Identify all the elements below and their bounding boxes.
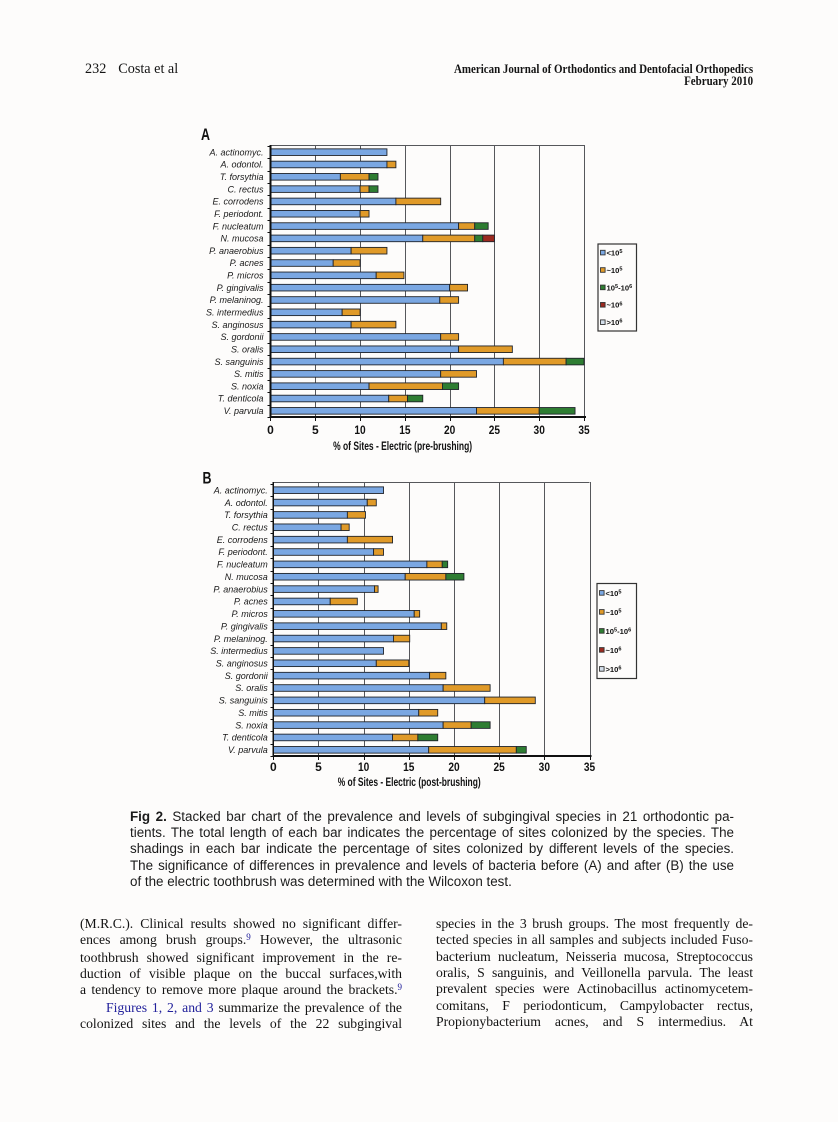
svg-text:S. gordonii: S. gordonii [225, 671, 269, 681]
svg-text:25: 25 [494, 760, 506, 774]
svg-text:0: 0 [267, 423, 274, 437]
svg-text:F. nucleatum: F. nucleatum [217, 560, 268, 570]
svg-text:S. oralis: S. oralis [231, 344, 264, 354]
svg-text:S. noxia: S. noxia [235, 720, 268, 730]
svg-text:C. rectus: C. rectus [232, 522, 269, 532]
svg-text:V. parvula: V. parvula [228, 745, 268, 755]
svg-text:S. noxia: S. noxia [231, 381, 264, 391]
svg-text:35: 35 [584, 760, 596, 774]
svg-text:~106: ~106 [606, 646, 622, 655]
svg-text:P. anaerobius: P. anaerobius [213, 584, 268, 594]
svg-text:25: 25 [489, 423, 501, 437]
svg-text:20: 20 [444, 423, 456, 437]
svg-text:P. melaninog.: P. melaninog. [214, 634, 268, 644]
svg-text:~105: ~105 [607, 266, 623, 275]
svg-text:10: 10 [354, 423, 366, 437]
svg-text:P. gingivalis: P. gingivalis [217, 283, 264, 293]
svg-text:F. periodont.: F. periodont. [214, 209, 263, 219]
svg-text:% of Sites - Electric (post-br: % of Sites - Electric (post-brushing) [338, 777, 481, 789]
svg-text:S. intermedius: S. intermedius [206, 308, 264, 318]
svg-text:P. anaerobius: P. anaerobius [209, 246, 264, 256]
svg-text:B: B [203, 470, 212, 488]
svg-text:S. sanguinis: S. sanguinis [219, 696, 269, 706]
svg-text:T. denticola: T. denticola [218, 394, 264, 404]
svg-text:P. melaninog.: P. melaninog. [210, 295, 264, 305]
svg-text:A. odontol.: A. odontol. [219, 160, 263, 170]
svg-text:S. oralis: S. oralis [235, 683, 268, 693]
svg-text:S. mitis: S. mitis [234, 369, 264, 379]
svg-text:F. periodont.: F. periodont. [218, 547, 267, 557]
svg-text:>106: >106 [606, 665, 622, 674]
svg-text:A. actinomyc.: A. actinomyc. [208, 147, 263, 157]
svg-text:F. nucleatum: F. nucleatum [213, 221, 264, 231]
svg-text:S. gordonii: S. gordonii [220, 332, 264, 342]
svg-text:C. rectus: C. rectus [227, 184, 264, 194]
svg-text:A: A [201, 126, 210, 144]
svg-text:15: 15 [403, 760, 415, 774]
svg-text:A. actinomyc.: A. actinomyc. [213, 485, 268, 495]
svg-text:<105: <105 [606, 589, 622, 598]
svg-text:T. forsythia: T. forsythia [224, 510, 268, 520]
svg-text:P. gingivalis: P. gingivalis [221, 621, 268, 631]
svg-text:% of Sites - Electric (pre-bru: % of Sites - Electric (pre-brushing) [333, 441, 472, 453]
svg-text:<105: <105 [607, 249, 623, 258]
svg-text:0: 0 [270, 760, 277, 774]
svg-text:P. micros: P. micros [231, 609, 268, 619]
svg-text:10: 10 [358, 760, 370, 774]
svg-text:~105: ~105 [606, 608, 622, 617]
svg-text:V. parvula: V. parvula [224, 406, 264, 416]
svg-text:15: 15 [399, 423, 411, 437]
svg-text:S. sanguinis: S. sanguinis [214, 357, 264, 367]
svg-text:S. intermedius: S. intermedius [210, 646, 268, 656]
svg-text:~106: ~106 [607, 301, 623, 310]
svg-text:5: 5 [315, 760, 322, 774]
svg-text:105-106: 105-106 [606, 627, 632, 636]
svg-text:P. micros: P. micros [227, 271, 264, 281]
svg-text:S. anginosus: S. anginosus [216, 658, 269, 668]
svg-text:5: 5 [312, 423, 319, 437]
svg-text:E. corrodens: E. corrodens [212, 197, 264, 207]
svg-text:20: 20 [448, 760, 460, 774]
svg-text:>106: >106 [607, 318, 623, 327]
svg-text:35: 35 [578, 423, 590, 437]
svg-text:30: 30 [539, 760, 551, 774]
svg-text:P. acnes: P. acnes [230, 258, 264, 268]
svg-text:S. mitis: S. mitis [238, 708, 268, 718]
svg-text:E. corrodens: E. corrodens [217, 535, 269, 545]
svg-text:105-106: 105-106 [607, 283, 633, 292]
svg-text:A. odontol.: A. odontol. [224, 498, 268, 508]
svg-text:T. denticola: T. denticola [222, 733, 268, 743]
svg-text:S. anginosus: S. anginosus [211, 320, 264, 330]
svg-text:N. mucosa: N. mucosa [220, 234, 263, 244]
svg-text:N. mucosa: N. mucosa [225, 572, 268, 582]
svg-text:P. acnes: P. acnes [234, 597, 268, 607]
svg-text:T. forsythia: T. forsythia [220, 172, 264, 182]
svg-text:30: 30 [534, 423, 546, 437]
